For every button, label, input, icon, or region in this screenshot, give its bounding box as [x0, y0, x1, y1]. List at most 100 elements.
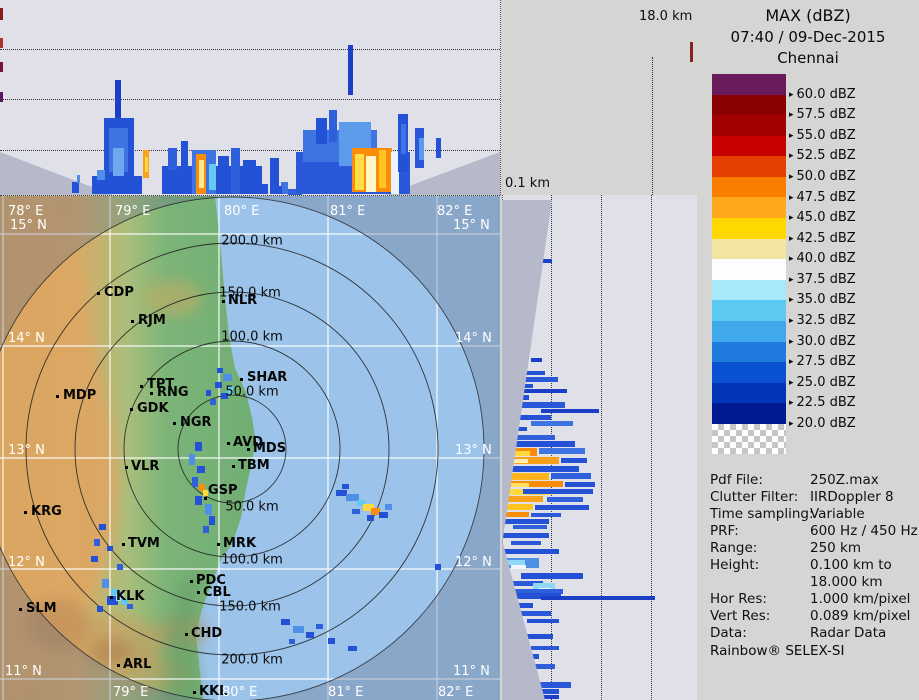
- scale-value: 60.0 dBZ: [796, 86, 856, 102]
- radar-echo: [91, 556, 98, 562]
- city-dot-vlr: [125, 466, 128, 469]
- radar-echo: [366, 156, 376, 192]
- radar-echo: [218, 156, 229, 194]
- metadata-value: 1.000 km/pixel: [810, 591, 911, 607]
- radar-echo: [527, 619, 559, 623]
- color-scale-band: [712, 115, 786, 136]
- metadata-value: 250 km: [810, 540, 862, 556]
- grid-label: 81° E: [328, 685, 364, 700]
- radar-echo: [203, 526, 209, 533]
- radar-echo: [348, 646, 357, 651]
- city-label-arl: ARL: [123, 657, 152, 672]
- radar-echo: [221, 393, 228, 399]
- scale-tick-arrow-icon: ▸: [789, 419, 794, 430]
- color-scale-band: [712, 94, 786, 116]
- color-scale-band: [712, 238, 786, 260]
- radar-echo: [227, 386, 233, 395]
- city-label-tvm: TVM: [128, 536, 160, 551]
- scale-tick-arrow-icon: ▸: [789, 377, 794, 388]
- color-scale-band: [712, 382, 786, 404]
- scale-label: ▸ 27.5 dBZ: [789, 354, 856, 370]
- radar-echo: [531, 421, 573, 426]
- city-label-krg: KRG: [31, 504, 62, 519]
- metadata-key: Pdf File:: [710, 472, 763, 488]
- radar-echo: [357, 500, 366, 506]
- terrain-patch: [26, 598, 90, 650]
- scale-label: ▸ 60.0 dBZ: [789, 87, 856, 103]
- radar-echo: [203, 490, 208, 496]
- radar-echo: [352, 509, 360, 514]
- ring-label: 50.0 km: [225, 384, 279, 400]
- scale-tick-arrow-icon: ▸: [789, 89, 794, 100]
- color-scale-band: [712, 74, 786, 95]
- radar-echo: [189, 454, 195, 465]
- radar-echo: [531, 646, 559, 650]
- city-dot-mdp: [56, 395, 59, 398]
- scale-tick-arrow-icon: ▸: [789, 233, 794, 244]
- scale-label: ▸ 50.0 dBZ: [789, 169, 856, 185]
- city-label-mdp: MDP: [63, 388, 97, 403]
- city-label-vlr: VLR: [131, 459, 160, 474]
- radar-echo: [102, 579, 109, 588]
- range-rings: [0, 196, 485, 700]
- ring-label: 150.0 km: [219, 599, 281, 615]
- radar-echo: [329, 110, 337, 142]
- grid-label: 14° N: [455, 331, 492, 346]
- scale-value: 22.5 dBZ: [796, 395, 856, 411]
- scale-label: ▸ 40.0 dBZ: [789, 251, 856, 267]
- city-dot-mrk: [217, 543, 220, 546]
- radar-echo: [192, 477, 198, 487]
- radar-echo: [513, 525, 547, 529]
- radar-echo: [99, 524, 106, 530]
- radar-echo: [113, 148, 124, 178]
- radar-echo: [503, 581, 543, 586]
- product-title: MAX (dBZ): [765, 6, 851, 25]
- radar-echo: [262, 184, 268, 194]
- latlon-grid: [0, 196, 500, 700]
- grid-label: 11° N: [5, 664, 42, 679]
- radar-echo: [293, 626, 304, 633]
- city-label-cbl: CBL: [203, 585, 231, 600]
- city-dot-ngr: [173, 422, 176, 425]
- scale-tick-arrow-icon: ▸: [789, 357, 794, 368]
- radar-echo: [503, 496, 543, 502]
- radar-echo: [507, 473, 549, 480]
- scale-value: 42.5 dBZ: [796, 230, 856, 246]
- radar-echo: [503, 415, 551, 420]
- radar-echo: [523, 489, 593, 494]
- radar-echo: [306, 632, 314, 638]
- color-scale-band: [712, 300, 786, 321]
- grid-label: 80° E: [222, 685, 258, 700]
- grid-label: 12° N: [455, 555, 492, 570]
- radar-echo: [107, 546, 113, 551]
- metadata-row: Pdf File: 250Z.max: [710, 472, 916, 489]
- grid-label: 12° N: [8, 555, 45, 570]
- radar-echo: [199, 160, 204, 188]
- radar-echo: [77, 175, 80, 183]
- radar-echo: [117, 564, 123, 570]
- radar-echo: [209, 516, 215, 525]
- out-of-range-dim: [0, 196, 500, 700]
- metadata-value: Radar Data: [810, 625, 887, 641]
- radar-echo: [215, 382, 222, 388]
- ring-label: 150.0 km: [219, 285, 281, 301]
- radar-echo: [511, 483, 529, 487]
- metadata-row: Height: 0.100 km to: [710, 557, 916, 574]
- map-echoes: [0, 196, 500, 700]
- metadata-value: 0.089 km/pixel: [810, 608, 911, 624]
- radar-echo: [116, 594, 124, 601]
- scale-label: ▸ 37.5 dBZ: [789, 272, 856, 288]
- city-dot-kkl: [193, 691, 196, 694]
- radar-echo: [289, 639, 295, 644]
- scale-label: ▸ 47.5 dBZ: [789, 190, 856, 206]
- height-gridline: [0, 150, 500, 151]
- scale-tick-arrow-icon: ▸: [789, 213, 794, 224]
- city-label-mds: MDS: [253, 441, 287, 456]
- radar-echo: [195, 496, 202, 505]
- radar-echo: [533, 583, 555, 589]
- radar-echo: [503, 533, 549, 538]
- latlon-grid-labels: 78° E 79° E 80° E 81° E 82° E 15° N 15° N 14° N…: [0, 196, 500, 700]
- radar-echo: [379, 150, 386, 188]
- terrain-patch: [142, 280, 202, 316]
